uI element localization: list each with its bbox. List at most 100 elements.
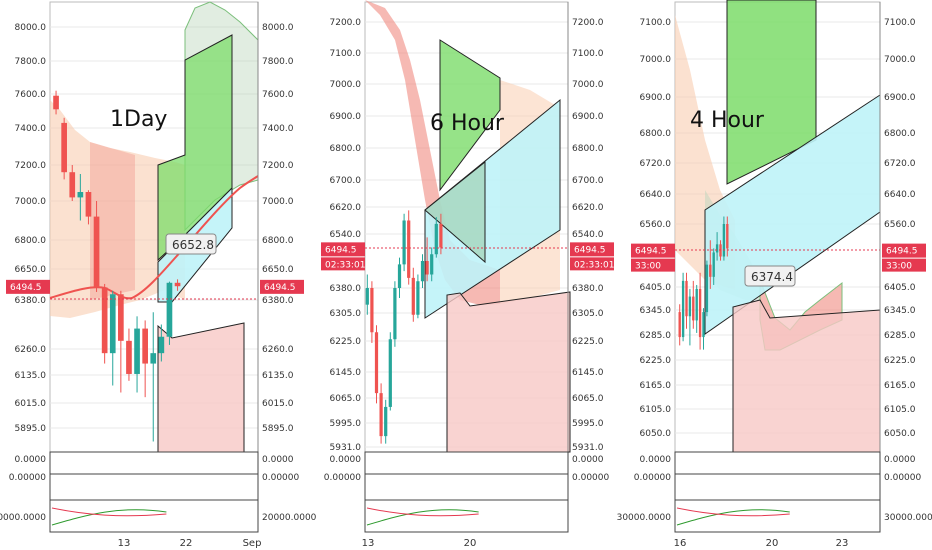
price-tick-label-left: 6800.0 xyxy=(640,129,672,139)
candle xyxy=(110,291,116,386)
price-tick-label-left: 6540.0 xyxy=(330,230,362,240)
price-tick-label: 7000.0 xyxy=(262,197,294,207)
candle-body xyxy=(696,289,698,321)
price-tick-label-left: 7000.0 xyxy=(640,55,672,65)
candle xyxy=(134,316,140,392)
candle-body xyxy=(416,281,419,315)
price-tick-label: 6800.0 xyxy=(572,144,604,154)
candle-body xyxy=(716,244,718,252)
candle-countdown-left: 02:33:01 xyxy=(321,257,365,270)
price-tick-label-left: 7000.0 xyxy=(330,80,362,90)
price-tick-label-left: 7200.0 xyxy=(330,18,362,28)
candle-body xyxy=(389,339,392,407)
price-tick-label: 7800.0 xyxy=(262,57,294,67)
candle xyxy=(142,320,148,397)
indicator-label-left: 20000.0000 xyxy=(0,513,46,523)
candle-body xyxy=(723,224,725,257)
svg-text:02:33:01: 02:33:01 xyxy=(325,260,365,270)
candle-body xyxy=(86,192,92,217)
candle-body xyxy=(69,172,75,197)
price-tick-label: 6640.0 xyxy=(884,190,916,200)
current-price-flag-right: 6494.5 xyxy=(882,244,926,258)
price-tick-label: 6380.0 xyxy=(262,296,294,306)
price-tick-label: 6015.0 xyxy=(262,399,294,409)
candle-body xyxy=(430,254,433,274)
x-tick-label: 22 xyxy=(180,538,193,549)
panel-title: 4 Hour xyxy=(690,108,765,133)
panel-1day[interactable]: 8000.0 8000.0 7800.0 7800.0 7600.0 7600.0 7400… xyxy=(6,2,304,452)
candle-body xyxy=(61,123,67,172)
candle xyxy=(379,383,382,443)
candle-body xyxy=(366,288,369,305)
price-tick-label-left: 6285.0 xyxy=(640,331,672,341)
price-tick-label: 7100.0 xyxy=(572,49,604,59)
price-tick-label: 6145.0 xyxy=(572,368,604,378)
candle xyxy=(366,275,369,315)
projection-shapes xyxy=(705,0,880,452)
current-price-flag-left: 6494.5 xyxy=(321,242,365,256)
candle xyxy=(118,291,124,393)
svg-text:6494.5: 6494.5 xyxy=(264,283,296,293)
price-tick-label: 6405.0 xyxy=(884,283,916,293)
svg-text:6494.5: 6494.5 xyxy=(10,283,42,293)
price-tick-label-left: 6305.0 xyxy=(330,309,362,319)
panel-4hour[interactable]: 7100.0 7100.0 7000.0 7000.0 6900.0 6900.0 6800… xyxy=(631,0,926,452)
svg-text:6494.5: 6494.5 xyxy=(574,245,606,255)
candle-body xyxy=(110,294,116,353)
candle-body xyxy=(402,221,405,265)
price-tick-label: 6165.0 xyxy=(884,381,916,391)
price-tick-label-left: 6700.0 xyxy=(330,176,362,186)
price-tick-label-left: 6105.0 xyxy=(640,405,672,415)
candle xyxy=(370,281,373,343)
candle xyxy=(706,261,708,317)
price-tick-label: 6800.0 xyxy=(262,236,294,246)
candle xyxy=(402,214,405,271)
price-tick-label-left: 7600.0 xyxy=(15,90,47,100)
candle xyxy=(682,273,684,341)
candle-body xyxy=(167,283,173,337)
price-tick-label: 6305.0 xyxy=(572,309,604,319)
price-tick-label-left: 6640.0 xyxy=(640,190,672,200)
indicator-label: 0.0000 xyxy=(262,455,294,465)
candle xyxy=(61,118,67,180)
price-tick-label-left: 6405.0 xyxy=(640,283,672,293)
x-tick-label: 13 xyxy=(362,538,375,549)
price-tick-label-left: 5931.0 xyxy=(330,443,362,453)
candle xyxy=(167,282,173,345)
price-tick-label-left: 6720.0 xyxy=(640,159,672,169)
candle-body xyxy=(407,221,410,278)
price-tick-label-left: 7100.0 xyxy=(330,49,362,59)
candle-body xyxy=(706,265,708,312)
price-tick-label-left: 6650.0 xyxy=(15,265,47,275)
indicator-label-left: 30000.0000 xyxy=(617,513,672,523)
price-tick-label: 6700.0 xyxy=(572,176,604,186)
candle-countdown-left: 33:00 xyxy=(631,259,675,272)
candle-body xyxy=(393,288,396,339)
price-tick-label-left: 8000.0 xyxy=(15,23,47,33)
candle-body xyxy=(726,224,728,248)
panel-title: 6 Hour xyxy=(430,111,505,136)
current-price-flag-right: 6494.5 xyxy=(260,280,304,294)
price-tick-label-left: 7100.0 xyxy=(640,18,672,28)
indicator-label: 0.0000 xyxy=(572,455,604,465)
price-tick-label-left: 6015.0 xyxy=(15,399,47,409)
svg-text:6494.5: 6494.5 xyxy=(325,245,357,255)
candle xyxy=(416,275,419,319)
price-tick-label: 7400.0 xyxy=(262,124,294,134)
candle xyxy=(412,268,415,322)
panel-6hour[interactable]: 7200.0 7200.0 7100.0 7100.0 7000.0 7000.0 6900… xyxy=(321,0,614,453)
svg-text:6494.5: 6494.5 xyxy=(886,247,918,257)
price-tick-label-left: 6345.0 xyxy=(640,306,672,316)
price-tick-label: 6050.0 xyxy=(884,429,916,439)
candle-body xyxy=(425,261,428,275)
price-tick-label: 6135.0 xyxy=(262,371,294,381)
candle xyxy=(375,325,378,403)
candle-body xyxy=(53,96,59,110)
price-tick-label-left: 6380.0 xyxy=(15,296,47,306)
candle-countdown: 33:00 xyxy=(882,259,926,272)
indicator-pane xyxy=(50,474,258,500)
price-tick-label-left: 5895.0 xyxy=(15,424,47,434)
svg-text:02:33:01: 02:33:01 xyxy=(574,260,614,270)
candle-body xyxy=(134,329,140,374)
